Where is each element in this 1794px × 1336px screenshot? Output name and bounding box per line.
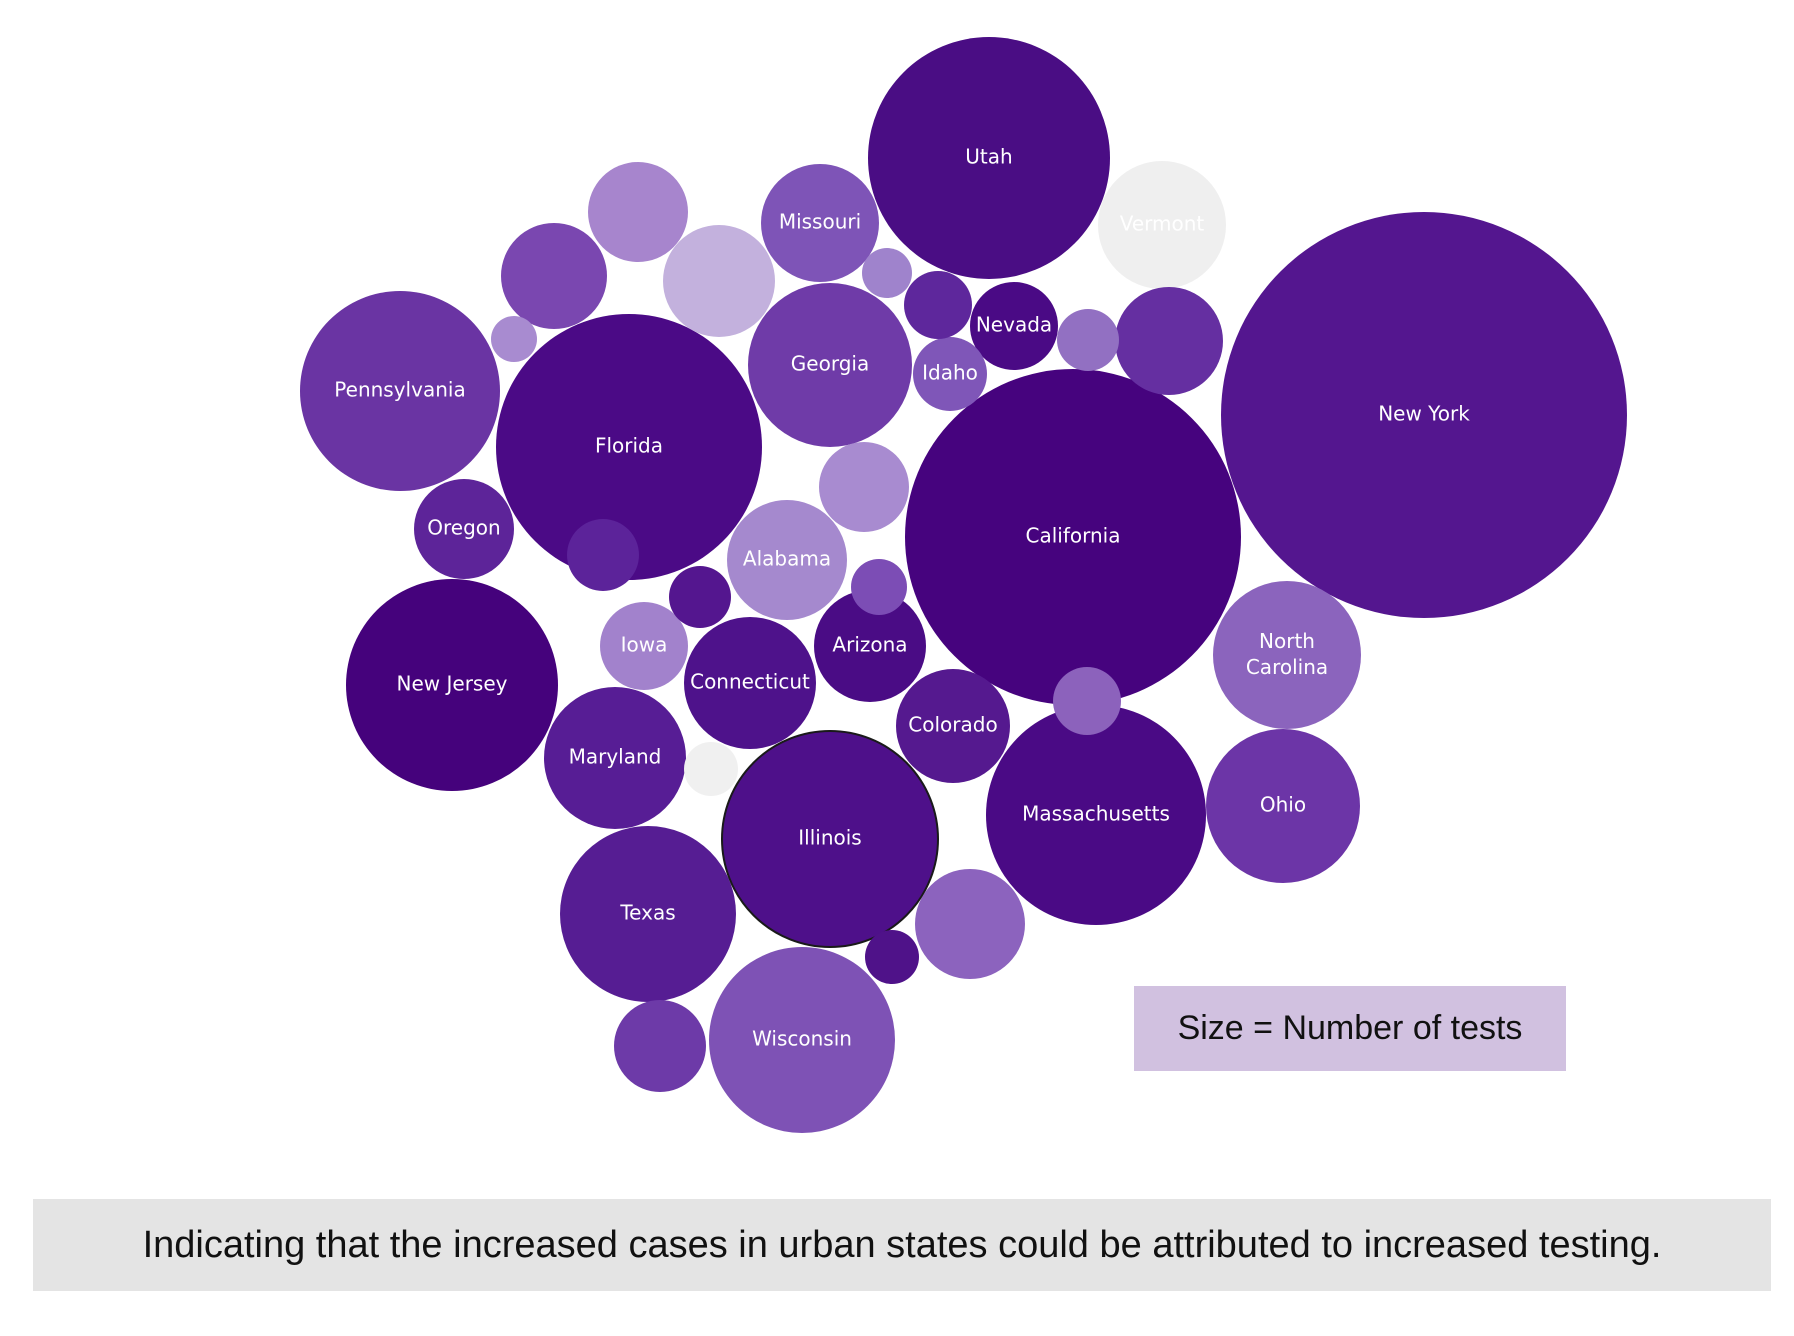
bubble-label-nevada: Nevada: [976, 313, 1052, 337]
bubble-unlabeled-41[interactable]: [684, 742, 738, 796]
bubble-label-new-york: New York: [1378, 402, 1470, 426]
bubble-massachusetts[interactable]: [986, 705, 1206, 925]
bubble-unlabeled-33[interactable]: [862, 248, 912, 298]
bubble-nevada[interactable]: [970, 282, 1058, 370]
bubble-label-connecticut: Connecticut: [690, 670, 810, 694]
bubble-arizona[interactable]: [814, 590, 926, 702]
bubble-label-iowa: Iowa: [621, 633, 668, 657]
bubble-label-utah: Utah: [965, 145, 1012, 169]
bubble-label-massachusetts: Massachusetts: [1022, 802, 1170, 826]
bubble-unlabeled-39[interactable]: [865, 930, 919, 984]
size-legend-text: Size = Number of tests: [1177, 1009, 1523, 1047]
bubble-new-york[interactable]: [1221, 212, 1627, 618]
bubble-unlabeled-29[interactable]: [819, 442, 909, 532]
size-legend: Size = Number of tests: [1134, 986, 1566, 1071]
bubble-texas[interactable]: [560, 826, 736, 1002]
bubble-label-missouri: Missouri: [779, 210, 861, 234]
bubble-new-jersey[interactable]: [346, 579, 558, 791]
bubble-idaho[interactable]: [913, 337, 987, 411]
bubble-unlabeled-25[interactable]: [501, 223, 607, 329]
bubble-unlabeled-36[interactable]: [851, 559, 907, 615]
bubble-ohio[interactable]: [1206, 729, 1360, 883]
bubble-label-florida: Florida: [595, 434, 663, 458]
bubble-label-oregon: Oregon: [427, 516, 500, 540]
bubble-illinois[interactable]: [721, 730, 939, 948]
bubble-unlabeled-37[interactable]: [491, 316, 537, 362]
caption-bar: Indicating that the increased cases in u…: [33, 1199, 1771, 1291]
bubble-unlabeled-35[interactable]: [614, 1000, 706, 1092]
bubble-label-pennsylvania: Pennsylvania: [334, 378, 465, 402]
bubble-oregon[interactable]: [414, 479, 514, 579]
bubble-wisconsin[interactable]: [709, 947, 895, 1133]
caption-text: Indicating that the increased cases in u…: [142, 1223, 1662, 1266]
bubble-label-ohio: Ohio: [1260, 793, 1306, 817]
bubble-label-georgia: Georgia: [791, 352, 869, 376]
bubble-label-new-jersey: New Jersey: [397, 672, 508, 696]
bubble-label-vermont: Vermont: [1120, 212, 1205, 236]
bubble-iowa[interactable]: [600, 602, 688, 690]
bubble-vermont[interactable]: [1098, 161, 1226, 289]
bubble-unlabeled-28[interactable]: [915, 869, 1025, 979]
bubble-unlabeled-24[interactable]: [567, 519, 639, 591]
bubble-missouri[interactable]: [761, 164, 879, 282]
bubble-label-maryland: Maryland: [569, 745, 662, 769]
bubble-north-carolina[interactable]: [1213, 581, 1361, 729]
bubble-label-texas: Texas: [619, 901, 675, 925]
bubble-label-california: California: [1026, 524, 1121, 548]
bubble-unlabeled-34[interactable]: [1053, 667, 1121, 735]
bubble-unlabeled-27[interactable]: [663, 225, 775, 337]
bubble-alabama[interactable]: [727, 500, 847, 620]
bubble-label-alabama: Alabama: [743, 547, 831, 571]
bubble-label-wisconsin: Wisconsin: [752, 1027, 852, 1051]
bubble-unlabeled-30[interactable]: [1057, 309, 1119, 371]
bubble-label-colorado: Colorado: [908, 713, 997, 737]
bubble-unlabeled-38[interactable]: [669, 566, 731, 628]
bubble-california[interactable]: [905, 369, 1241, 705]
bubble-utah[interactable]: [868, 37, 1110, 279]
bubble-unlabeled-32[interactable]: [904, 271, 972, 339]
bubble-maryland[interactable]: [544, 687, 686, 829]
bubble-unlabeled-31[interactable]: [1115, 287, 1223, 395]
bubble-florida[interactable]: [496, 314, 762, 580]
bubble-connecticut[interactable]: [684, 617, 816, 749]
bubble-label-idaho: Idaho: [922, 361, 978, 385]
bubble-pennsylvania[interactable]: [300, 291, 500, 491]
bubble-georgia[interactable]: [748, 283, 912, 447]
bubble-label-illinois: Illinois: [798, 826, 861, 850]
bubble-label-arizona: Arizona: [832, 633, 907, 657]
bubble-colorado[interactable]: [896, 669, 1010, 783]
bubble-label-north-carolina: North Carolina: [1246, 629, 1328, 679]
bubble-unlabeled-26[interactable]: [588, 162, 688, 262]
